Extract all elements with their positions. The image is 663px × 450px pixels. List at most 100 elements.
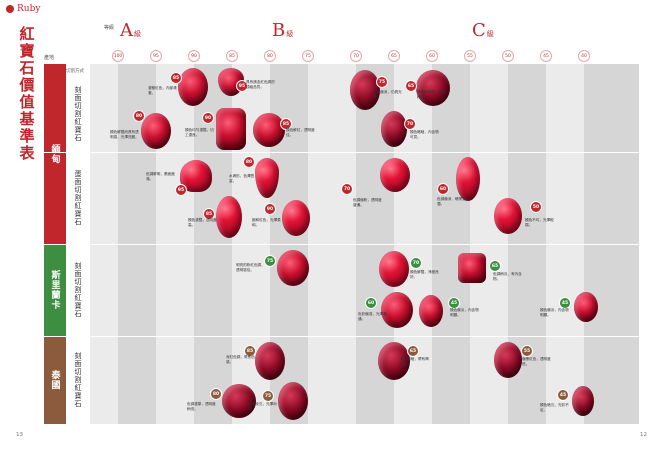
cut-column-header: 切割方式 [66,69,84,74]
score-badge: 65 [489,260,501,272]
column-score: 60 [426,50,438,62]
ruby-gem-oval [277,250,309,286]
score-badge: 60 [365,297,377,309]
page-title: 紅寶石價值基準表 [19,25,35,162]
origin-band-sri-lanka: 斯里蘭卡 [44,244,66,336]
gem-note: 顏色均勻濃豔，切工優良。 [185,128,214,137]
ruby-gem-oval [255,342,285,380]
score-badge: 70 [404,118,416,130]
ruby-gem-oval [378,342,410,380]
gem-note: 顏色濃豔，透明度高。 [188,218,217,227]
cut-label-cabochon: 蛋面切割紅寶石 [66,153,90,243]
score-badge: 85 [170,72,182,84]
gem-note: 顏色鮮紅，透明度佳。 [286,128,315,137]
column-score: 55 [464,50,476,62]
score-badge: 45 [448,297,460,309]
gem-note: 顏色偏淡，內含物明顯。 [540,308,569,317]
column-score: 85 [226,50,238,62]
column-score: 45 [540,50,552,62]
ruby-gem-oval [381,111,407,147]
grade-b: B級 [272,20,294,41]
score-badge: 75 [376,76,388,88]
ruby-gem-cabochon [282,200,310,236]
ruby-gem-oval [494,342,522,378]
score-badge: 95 [236,80,248,92]
cut-label-faceted: 刻面切割紅寶石 [66,75,90,152]
origin-column-header: 產地 [44,55,55,61]
score-badge: 65 [405,80,417,92]
gem-note: 色調偏深，略帶混濁。 [437,197,466,206]
score-badge: 55 [521,345,533,357]
ruby-gem-oval [141,113,171,149]
grade-c: C級 [472,20,494,41]
ruby-gem-oval [379,251,409,287]
score-badge: 75 [264,255,276,267]
score-badge: 95 [175,184,187,196]
gem-note: 顏色深沉，光澤尚可。 [248,402,277,411]
gem-note: 色彩偏淺，光澤普通。 [358,312,387,321]
brand-label: Ruby [6,4,40,14]
score-badge: 75 [262,390,274,402]
ruby-gem-emerald-cut [458,253,486,283]
origin-band-thailand: 泰國 [44,336,66,424]
ruby-gem-pear [255,158,279,198]
page-number-right: 12 [640,432,647,438]
ruby-gem-cabochon [216,196,242,238]
page-number-left: 13 [16,432,23,438]
score-badge: 45 [559,297,571,309]
gem-note: 明亮的粉紅色調，透明感佳。 [236,263,265,272]
ruby-gem-oval [381,292,413,328]
column-score: 70 [350,50,362,62]
gem-note: 色調偏粉，透明度普通。 [353,198,382,207]
gem-note: 濃郁紅色，內部清澈。 [148,86,177,95]
column-score: 75 [302,50,314,62]
ruby-dot-icon [6,5,14,13]
column-score: 80 [264,50,276,62]
score-badge: 50 [530,201,542,213]
score-badge: 70 [410,257,422,269]
ruby-gem-oval [253,113,285,147]
gem-note: 具有鴿血紅色調的頂級品質。 [246,80,275,89]
grade-legend: 等級 [104,25,115,31]
ruby-gem-oval [222,384,256,418]
gem-note: 水滴形，色澤豐富。 [229,174,255,183]
score-badge: 90 [264,203,276,215]
score-badge: 85 [280,118,292,130]
gem-note: 顏色鮮豔，淨度良好。 [410,270,439,279]
gem-note: 偏黑紅色，透明度低。 [522,357,551,366]
score-badge: 60 [437,183,449,195]
gem-note: 顏色暗沉，光彩不足。 [540,403,569,412]
ruby-gem-oval [350,70,380,110]
ruby-gem-oval [416,70,450,106]
score-badge: 80 [133,110,145,122]
row-divider [44,244,639,245]
score-badge: 80 [210,388,222,400]
gem-note: 顏色略暗，內含物可見。 [410,130,439,139]
gem-note: 飽和紅色，光澤柔和。 [252,218,281,227]
gem-note: 色調鮮明，蛋面飽滿。 [146,172,175,181]
column-score: 50 [502,50,514,62]
row-divider [44,336,639,337]
score-badge: 85 [203,208,215,220]
brand-text: Ruby [17,4,41,14]
cut-label-faceted: 刻面切割紅寶石 [66,337,90,423]
ruby-gem-oval [572,386,594,416]
score-badge: 80 [243,156,255,168]
column-score: 100 [112,50,124,62]
score-badge: 85 [244,345,256,357]
gem-note: 深紅色調，帶黑色感。 [226,355,255,364]
gem-note: 顏色偏淡，內含物明顯。 [450,308,479,317]
column-score: 40 [578,50,590,62]
row-divider [44,152,639,153]
score-badge: 90 [202,112,214,124]
ruby-gem-oval [574,292,598,322]
gem-note: 顏色不均，光澤較弱。 [525,218,554,227]
score-badge: 65 [407,345,419,357]
gem-note: 色調偏深，仍具光澤。 [373,90,402,99]
column-score: 65 [388,50,400,62]
score-badge: 45 [557,389,569,401]
grade-a: A級 [120,20,141,41]
gem-note: 色調濃厚，透明度稍低。 [187,402,216,411]
origin-band-myanmar: 緬甸 [44,64,66,244]
score-badge: 70 [341,183,353,195]
